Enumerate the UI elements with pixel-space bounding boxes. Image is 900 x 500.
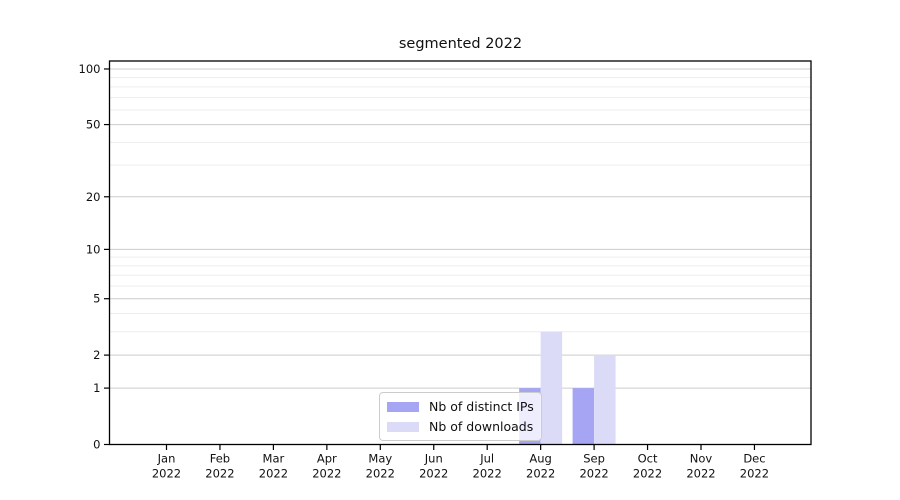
y-tick-label-5: 5 [93, 292, 100, 306]
legend-swatch-downloads [387, 421, 419, 432]
x-tick-label-year-dec: 2022 [740, 467, 769, 481]
legend-label-downloads: Nb of downloads [429, 419, 534, 434]
y-tick-label-10: 10 [86, 242, 101, 256]
bar-nb-of-downloads-aug [540, 331, 563, 445]
bar-nb-of-distinct-ips-sep [572, 388, 595, 445]
plot-border [108, 60, 812, 446]
x-tick-label-jul: Jul [479, 452, 494, 466]
x-tick-label-jun: Jun [424, 452, 443, 466]
x-tick-label-aug: Aug [529, 452, 551, 466]
x-tick-label-may: May [368, 452, 392, 466]
x-tick-label-oct: Oct [638, 452, 658, 466]
x-tick-label-year-jan: 2022 [152, 467, 181, 481]
x-tick-label-year-oct: 2022 [633, 467, 662, 481]
x-tick-label-year-jul: 2022 [473, 467, 502, 481]
x-tick-label-year-mar: 2022 [259, 467, 288, 481]
bar-nb-of-downloads-sep [594, 355, 616, 445]
x-tick-label-jan: Jan [157, 452, 176, 466]
x-tick-label-year-sep: 2022 [579, 467, 608, 481]
x-tick-label-year-feb: 2022 [205, 467, 234, 481]
x-tick-label-mar: Mar [263, 452, 285, 466]
x-tick-label-feb: Feb [210, 452, 230, 466]
y-tick-label-0: 0 [93, 438, 100, 452]
x-tick-label-year-aug: 2022 [526, 467, 555, 481]
y-tick-label-1: 1 [93, 381, 100, 395]
y-tick-label-2: 2 [93, 348, 100, 362]
x-tick-label-dec: Dec [743, 452, 765, 466]
x-tick-label-apr: Apr [317, 452, 337, 466]
legend-label-distinct-ips: Nb of distinct IPs [429, 399, 534, 414]
y-tick-label-20: 20 [86, 190, 101, 204]
legend-swatch-distinct-ips [387, 401, 419, 412]
x-tick-label-year-apr: 2022 [312, 467, 341, 481]
x-tick-label-year-nov: 2022 [686, 467, 715, 481]
legend: Nb of distinct IPs Nb of downloads [379, 392, 542, 441]
x-tick-label-nov: Nov [690, 452, 713, 466]
x-tick-label-year-jun: 2022 [419, 467, 448, 481]
y-tick-label-100: 100 [79, 62, 101, 76]
chart-title: segmented 2022 [398, 36, 523, 52]
legend-item-downloads: Nb of downloads [387, 418, 534, 435]
y-tick-label-50: 50 [86, 118, 101, 132]
legend-item-distinct-ips: Nb of distinct IPs [387, 398, 534, 415]
x-tick-label-sep: Sep [583, 452, 605, 466]
x-tick-label-year-may: 2022 [366, 467, 395, 481]
